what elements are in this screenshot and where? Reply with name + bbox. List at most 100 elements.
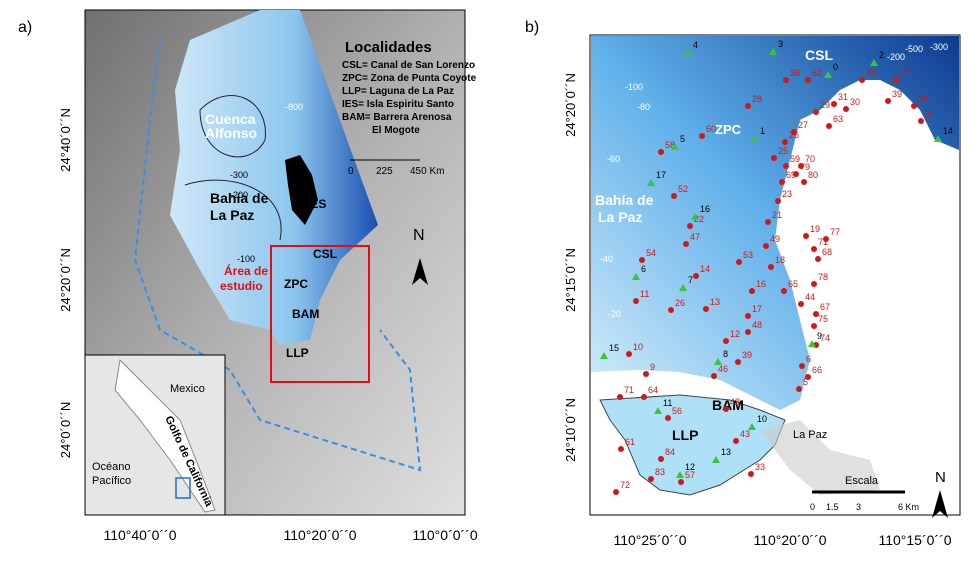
station-dot bbox=[799, 363, 805, 369]
station-dot bbox=[641, 394, 647, 400]
place-label: La Paz bbox=[598, 209, 642, 225]
legend-item: LLP= Laguna de La Paz bbox=[342, 86, 454, 97]
scale-title: Escala bbox=[845, 475, 879, 487]
station-label: 10 bbox=[633, 342, 643, 352]
scale-label: 3 bbox=[856, 502, 861, 512]
station-dot bbox=[639, 257, 645, 263]
station-label: 1 bbox=[760, 126, 765, 136]
station-dot bbox=[626, 351, 632, 357]
station-label: 13 bbox=[710, 297, 720, 307]
station-dot bbox=[782, 139, 788, 145]
station-dot bbox=[617, 394, 623, 400]
station-dot bbox=[749, 288, 755, 294]
scale-label: 0 bbox=[348, 166, 354, 177]
station-label: 17 bbox=[656, 170, 666, 180]
legend-item: BAM= Barrera Arenosa bbox=[342, 112, 452, 123]
station-dot bbox=[801, 179, 807, 185]
station-triangle bbox=[632, 273, 640, 280]
station-label: 48 bbox=[752, 320, 762, 330]
station-dot bbox=[781, 288, 787, 294]
station-dot bbox=[803, 233, 809, 239]
station-label: 3 bbox=[778, 39, 783, 49]
lon-label: 110°40´0´´0 bbox=[103, 527, 176, 543]
place-label: Alfonso bbox=[205, 125, 257, 141]
station-label: 69 bbox=[786, 170, 796, 180]
station-dot bbox=[805, 374, 811, 380]
station-label: 25 bbox=[778, 146, 788, 156]
station-label: 49 bbox=[770, 234, 780, 244]
station-dot bbox=[805, 77, 811, 83]
station-label: 31 bbox=[838, 92, 848, 102]
station-label: 57 bbox=[685, 470, 695, 480]
station-dot bbox=[885, 98, 891, 104]
station-triangle bbox=[679, 284, 687, 291]
station-label: 23 bbox=[782, 189, 792, 199]
station-triangle bbox=[671, 143, 679, 150]
station-dot bbox=[771, 155, 777, 161]
station-label: 12 bbox=[730, 329, 740, 339]
sea bbox=[591, 36, 959, 410]
place-label: BAM bbox=[712, 397, 744, 413]
station-label: 74 bbox=[820, 333, 830, 343]
station-dot bbox=[671, 193, 677, 199]
station-dot bbox=[796, 386, 802, 392]
place-label: CSL bbox=[805, 47, 833, 63]
place-label: La Paz bbox=[210, 207, 254, 223]
north-label: N bbox=[935, 469, 946, 486]
station-dot bbox=[643, 371, 649, 377]
station-triangle bbox=[824, 71, 832, 78]
station-label: 54 bbox=[646, 248, 656, 258]
station-dot bbox=[843, 106, 849, 112]
place-label: BAM bbox=[292, 307, 319, 321]
study-area bbox=[270, 245, 370, 383]
inset-label: Mexico bbox=[170, 383, 205, 395]
station-label: 16 bbox=[756, 279, 766, 289]
station-dot bbox=[831, 101, 837, 107]
station-triangle bbox=[654, 407, 662, 414]
station-label: 63 bbox=[833, 114, 843, 124]
station-label: 71 bbox=[818, 237, 828, 247]
north-label: N bbox=[413, 227, 425, 244]
station-triangle bbox=[691, 213, 699, 220]
contour-label: -300 bbox=[230, 170, 248, 180]
lat-label: 24°10´0´´N bbox=[563, 398, 578, 462]
station-label: 35 bbox=[918, 94, 928, 104]
inset-label: Pacífico bbox=[92, 475, 131, 487]
place-label: Área de bbox=[224, 263, 268, 278]
station-triangle bbox=[712, 456, 720, 463]
station-dot bbox=[687, 223, 693, 229]
station-dot bbox=[813, 109, 819, 115]
station-triangle bbox=[714, 358, 722, 365]
station-dot bbox=[813, 311, 819, 317]
station-dot bbox=[723, 406, 729, 412]
lon-label: 110°20´0´´0 bbox=[753, 532, 826, 548]
station-label: 77 bbox=[830, 227, 840, 237]
station-dot bbox=[823, 236, 829, 242]
station-dot bbox=[798, 163, 804, 169]
legend-item: El Mogote bbox=[372, 125, 420, 136]
station-dot bbox=[723, 338, 729, 344]
city bbox=[760, 420, 880, 495]
place-label: LLP bbox=[672, 427, 698, 443]
north-arrow bbox=[412, 258, 428, 285]
lat-label: 24°40´0´´N bbox=[58, 108, 73, 172]
lon-label: 110°25´0´´0 bbox=[613, 532, 686, 548]
station-dot bbox=[783, 77, 789, 83]
station-label: 39 bbox=[742, 350, 752, 360]
station-label: 17 bbox=[752, 304, 762, 314]
station-dot bbox=[733, 438, 739, 444]
station-label: 53 bbox=[743, 250, 753, 260]
station-label: 30 bbox=[850, 97, 860, 107]
station-dot bbox=[748, 471, 754, 477]
station-label: 14 bbox=[943, 126, 953, 136]
place-label: ZPC bbox=[715, 122, 742, 137]
depth-label: -100 bbox=[625, 82, 643, 92]
station-dot bbox=[765, 219, 771, 225]
station-triangle bbox=[748, 423, 756, 430]
station-label: 47 bbox=[690, 232, 700, 242]
station-dot bbox=[745, 103, 751, 109]
station-dot bbox=[893, 77, 899, 83]
station-label: 22 bbox=[694, 214, 704, 224]
station-triangle bbox=[600, 352, 608, 359]
station-label: 56 bbox=[672, 406, 682, 416]
